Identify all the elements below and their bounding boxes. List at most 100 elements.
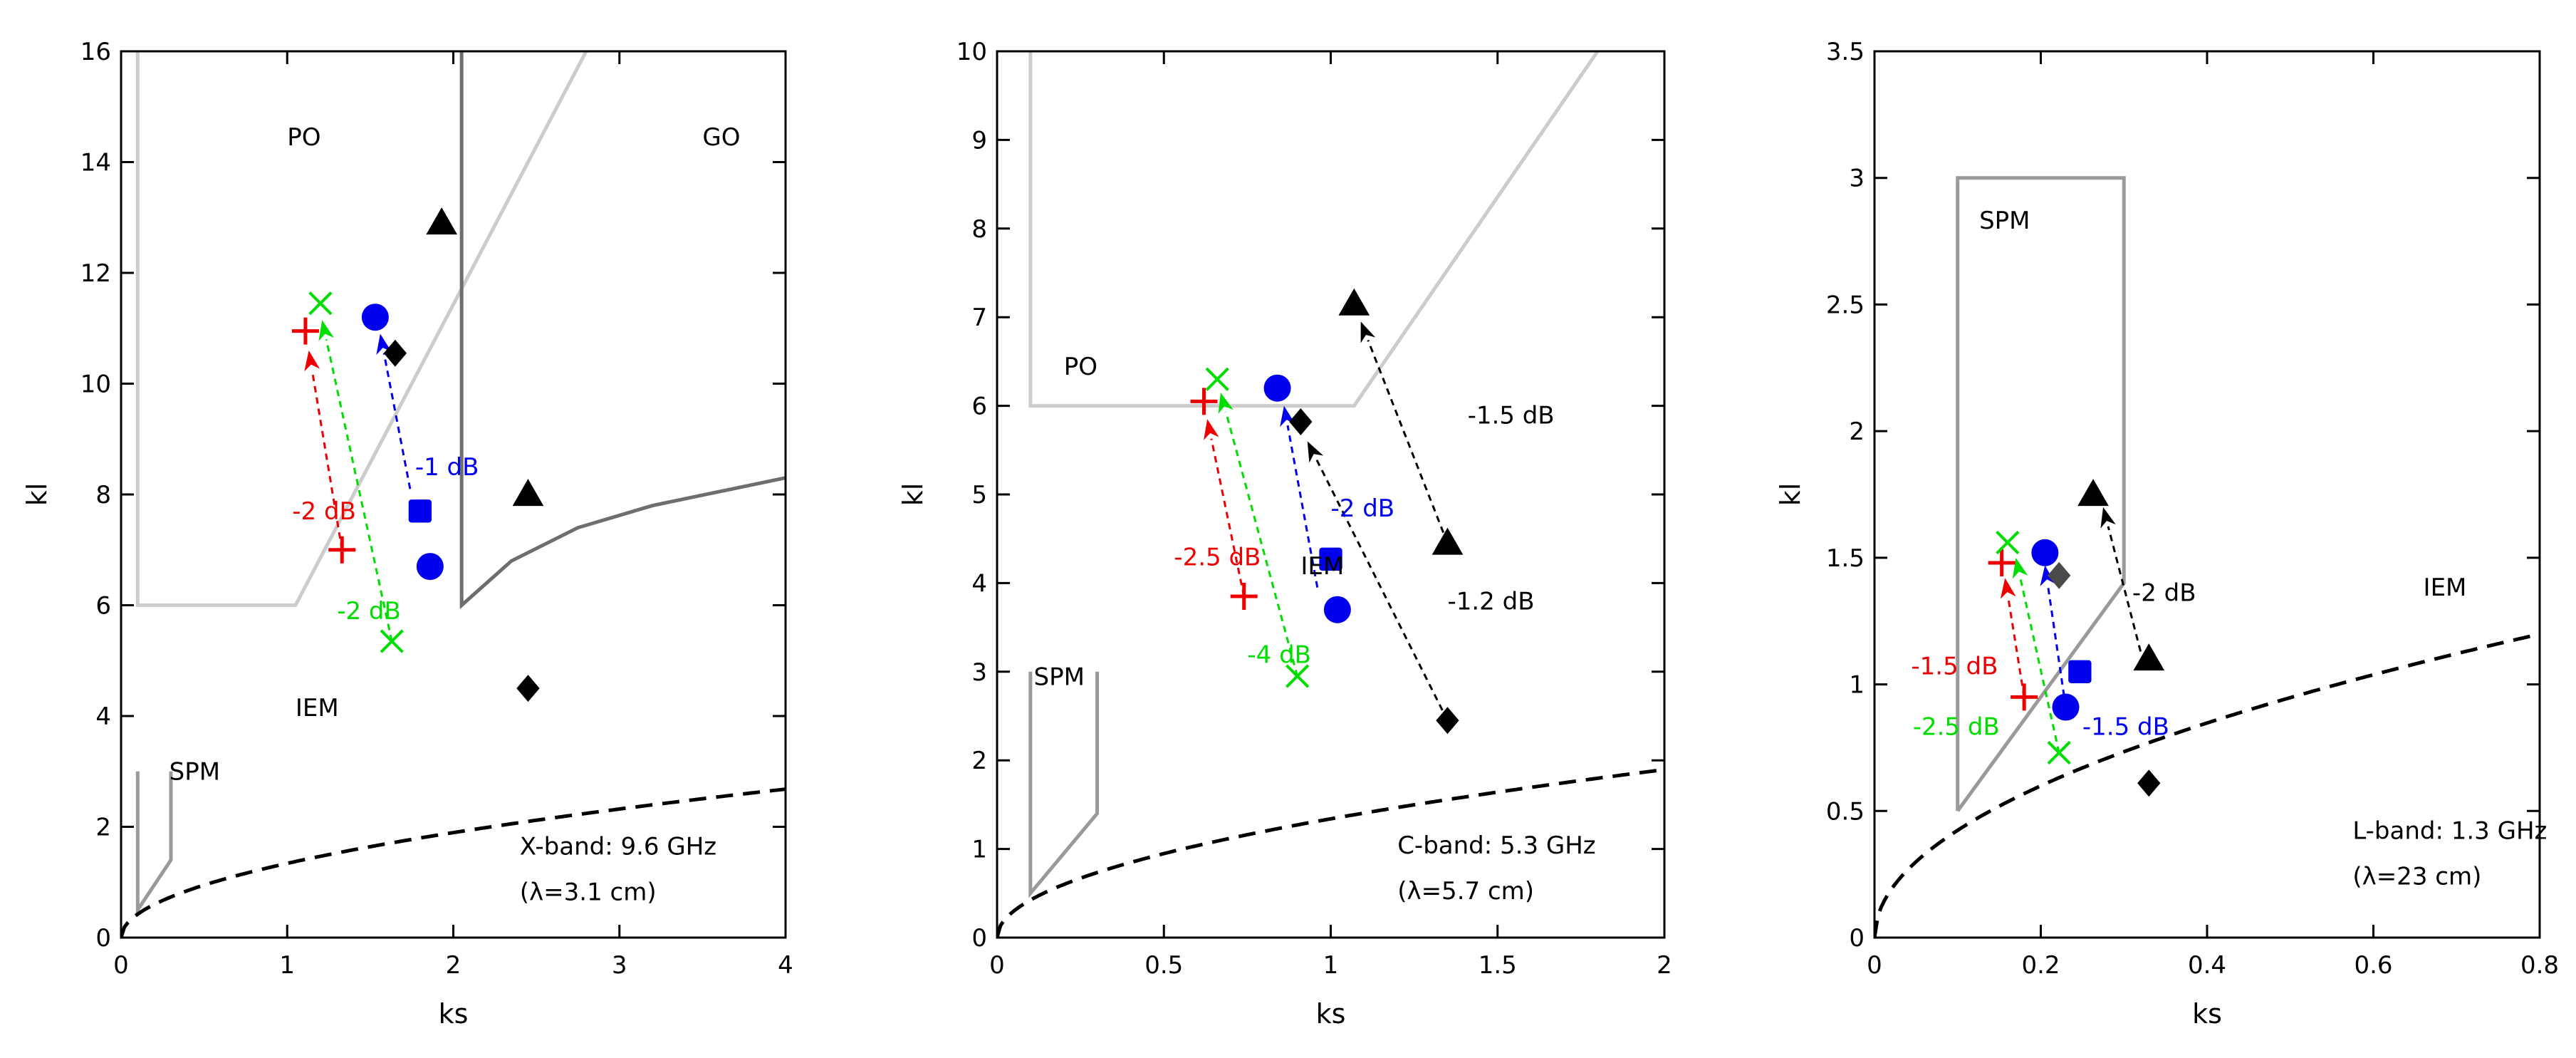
- arrow-head: [2040, 565, 2056, 586]
- band-label: L-band: 1.3 GHz: [2352, 816, 2547, 845]
- region-label: IEM: [1300, 552, 1344, 581]
- x-tick-label: 3: [612, 951, 627, 980]
- y-tick-label: 0: [1849, 924, 1865, 953]
- arrow-head: [1218, 392, 1234, 414]
- x-tick-label: 0: [113, 951, 129, 980]
- validity-curve: [997, 767, 1664, 938]
- y-tick-label: 6: [95, 592, 111, 621]
- db-annotation: -2 dB: [1331, 494, 1395, 523]
- region-label: IEM: [296, 694, 339, 722]
- db-annotation: -2 dB: [2132, 579, 2196, 607]
- y-axis-label: kl: [1775, 483, 1806, 507]
- cross-marker: [2047, 740, 2071, 765]
- arrow-line: [2019, 576, 2060, 753]
- y-tick-label: 4: [95, 702, 111, 731]
- square-marker: [2068, 660, 2092, 683]
- y-tick-label: 0.5: [1826, 797, 1865, 826]
- region-boundary: [1028, 51, 1600, 408]
- arrow-line: [1224, 411, 1299, 677]
- arrow-line: [1286, 425, 1319, 588]
- panel-l-band: SPM IEM L-band: 1.3 GHz (λ=23 cm) -1.5 dB -2.…: [1775, 38, 2559, 1030]
- y-tick-label: 2: [1849, 418, 1865, 446]
- y-tick-label: 10: [80, 370, 111, 399]
- x-axis-label: ks: [439, 998, 469, 1030]
- x-tick-label: 0.4: [2188, 951, 2226, 980]
- y-tick-label: 3.5: [1826, 38, 1865, 66]
- arrow-line: [311, 370, 343, 550]
- x-tick-label: 2: [446, 951, 462, 980]
- x-tick-label: 0: [989, 951, 1005, 980]
- triangle-marker: [426, 207, 458, 235]
- arrow-line: [2046, 585, 2067, 707]
- axes-frame: [120, 50, 787, 939]
- plot-area: [121, 51, 786, 938]
- y-tick-label: 1: [1849, 671, 1865, 700]
- x-tick-label: 0.6: [2354, 951, 2392, 980]
- region-label: SPM: [1979, 207, 2030, 235]
- band-label: X-band: 9.6 GHz: [520, 832, 716, 861]
- diamond-marker: [1436, 707, 1459, 735]
- x-tick-label: 2: [1657, 951, 1672, 980]
- region-boundary: [1956, 176, 2126, 812]
- x-tick-label: 0: [1867, 951, 1882, 980]
- diamond-marker: [2048, 561, 2071, 589]
- plus-marker: [1988, 549, 2016, 576]
- y-tick-label: 2: [971, 747, 987, 775]
- cross-marker: [1286, 664, 1310, 688]
- y-tick-label: 3: [1849, 165, 1865, 193]
- db-annotation: -2.5 dB: [1174, 544, 1261, 572]
- circle-marker: [1323, 596, 1351, 623]
- y-tick-label: 4: [971, 569, 987, 598]
- circle-marker: [2031, 539, 2059, 566]
- y-tick-label: 12: [80, 259, 111, 288]
- y-tick-label: 0: [971, 924, 987, 953]
- y-tick-label: 3: [971, 658, 987, 687]
- plot-area: [997, 51, 1664, 938]
- arrow-line: [2007, 597, 2025, 697]
- y-tick-label: 16: [80, 38, 111, 66]
- y-tick-label: 2: [95, 814, 111, 842]
- diamond-marker: [1289, 408, 1313, 435]
- y-tick-label: 6: [971, 393, 987, 421]
- band-label: C-band: 5.3 GHz: [1397, 831, 1595, 860]
- y-tick-label: 10: [956, 38, 987, 66]
- square-marker: [408, 499, 432, 523]
- plus-marker: [328, 536, 356, 564]
- y-tick-label: 5: [971, 481, 987, 509]
- region-label: GO: [702, 123, 740, 152]
- x-tick-label: 0.8: [2520, 951, 2559, 980]
- arrow-head: [304, 350, 320, 372]
- plus-marker: [2011, 683, 2038, 711]
- arrow-line: [1367, 339, 1449, 544]
- circle-marker: [416, 553, 444, 581]
- arrow-head: [2000, 578, 2016, 599]
- arrow-line: [1210, 438, 1246, 597]
- band-label: (λ=3.1 cm): [520, 878, 657, 906]
- y-tick-label: 2.5: [1826, 291, 1865, 319]
- db-annotation: -1.5 dB: [1468, 401, 1555, 430]
- x-tick-label: 1: [1323, 951, 1339, 980]
- plus-marker: [1190, 388, 1218, 415]
- diamond-marker: [383, 339, 407, 367]
- region-label: SPM: [1034, 663, 1085, 691]
- region-boundary: [135, 771, 173, 916]
- arrow-line: [1315, 458, 1449, 721]
- region-boundary: [1028, 671, 1100, 898]
- y-axis-label: kl: [897, 483, 929, 507]
- cross-marker: [380, 629, 404, 653]
- circle-marker: [1263, 374, 1291, 402]
- square-marker: [1319, 547, 1342, 571]
- axes-frame: [1873, 50, 2541, 939]
- plus-marker: [291, 317, 319, 345]
- validity-curve: [1874, 632, 2540, 938]
- arrow-head: [1307, 441, 1324, 463]
- triangle-marker: [1338, 288, 1370, 316]
- x-tick-label: 4: [778, 951, 793, 980]
- db-annotation: -1 dB: [415, 453, 479, 482]
- region-label: SPM: [170, 757, 220, 786]
- band-label: (λ=23 cm): [2352, 862, 2481, 891]
- band-label: (λ=5.7 cm): [1397, 877, 1534, 906]
- x-tick-label: 1.5: [1479, 951, 1517, 980]
- circle-marker: [361, 304, 389, 331]
